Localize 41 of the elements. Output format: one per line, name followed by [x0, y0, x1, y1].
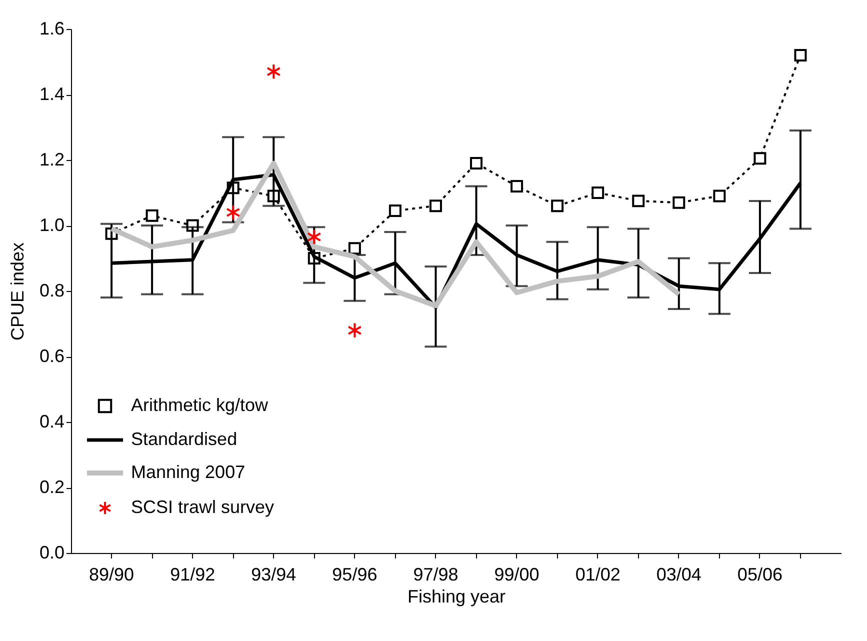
point — [510, 180, 524, 192]
y-tick-label: 0.6 — [39, 346, 64, 366]
point — [429, 200, 442, 212]
point — [632, 194, 645, 208]
point — [754, 152, 766, 165]
point — [713, 190, 726, 202]
point — [348, 242, 361, 255]
point — [470, 157, 483, 170]
point — [266, 64, 281, 80]
legend-label: Standardised — [131, 429, 238, 449]
y-tick-label: 0.2 — [39, 477, 64, 497]
point — [672, 196, 686, 209]
x-tick-label: 97/98 — [413, 564, 458, 584]
y-tick-label: 1.0 — [39, 215, 64, 235]
y-tick-label: 1.4 — [39, 84, 64, 104]
x-tick-label: 91/92 — [170, 564, 216, 584]
point — [307, 228, 322, 246]
legend-label: Manning 2007 — [131, 462, 246, 482]
point — [348, 322, 362, 338]
point — [592, 186, 604, 199]
x-tick-label: 99/00 — [494, 564, 540, 584]
legend-label: SCSI trawl survey — [131, 497, 274, 517]
legend-label: Arithmetic kg/tow — [131, 395, 270, 415]
x-tick-label: 03/04 — [656, 564, 702, 584]
y-tick-label: 0.8 — [39, 280, 64, 300]
y-axis-title: CPUE index — [7, 242, 28, 341]
x-tick-label: 05/06 — [737, 564, 782, 584]
x-tick-label: 01/02 — [575, 564, 620, 584]
point — [551, 200, 564, 212]
point — [388, 204, 402, 218]
x-tick-label: 95/96 — [332, 564, 378, 584]
point — [226, 204, 240, 220]
y-tick-label: 1.2 — [39, 150, 64, 170]
point — [794, 48, 807, 62]
x-tick-label: 89/90 — [89, 564, 134, 584]
y-tick-label: 1.6 — [39, 18, 64, 38]
y-tick-label: 0.4 — [39, 412, 64, 432]
point — [146, 209, 158, 222]
y-tick-label: 0.0 — [39, 542, 64, 562]
x-tick-label: 93/94 — [251, 564, 296, 584]
x-axis-title: Fishing year — [407, 586, 506, 606]
